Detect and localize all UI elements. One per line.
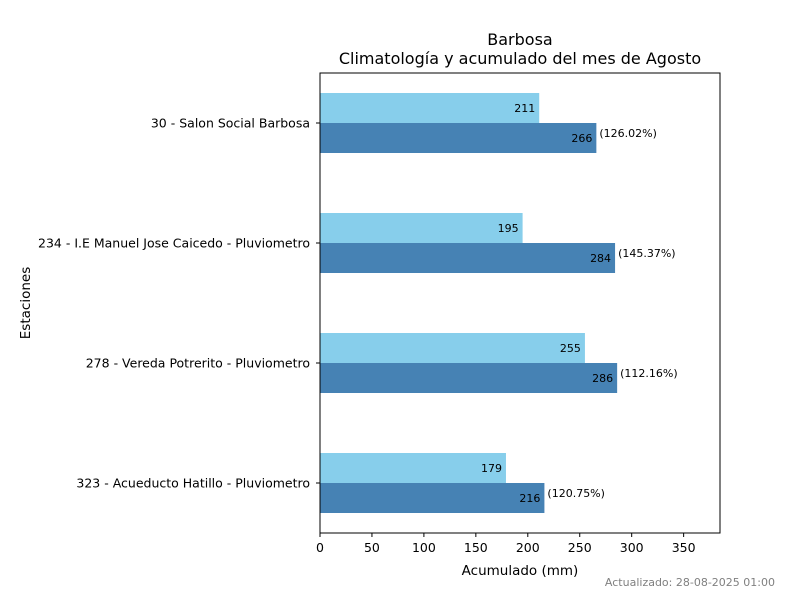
x-tick-label: 350	[672, 540, 696, 555]
x-axis-label: Acumulado (mm)	[462, 563, 579, 579]
y-tick-label: 234 - I.E Manuel Jose Caicedo - Pluviome…	[38, 236, 310, 251]
bar-value-label: 286	[592, 372, 613, 385]
bar	[320, 123, 597, 153]
x-axis-ticks: 0 50 100 150 200 250 300 350	[316, 533, 696, 555]
bar	[320, 483, 545, 513]
bar-percent-label: (120.75%)	[547, 487, 605, 500]
bar	[320, 333, 585, 363]
bars-group: 211 266 (126.02%) 195 284 (145.37%) 255 286 (112…	[320, 93, 678, 513]
bar-value-label: 255	[560, 342, 581, 355]
y-tick-label: 278 - Vereda Potrerito - Pluviometro	[86, 356, 310, 371]
x-tick-label: 200	[516, 540, 540, 555]
y-tick-label: 30 - Salon Social Barbosa	[151, 116, 310, 131]
chart-subtitle: Climatología y acumulado del mes de Agos…	[339, 49, 701, 68]
y-axis-label: Estaciones	[18, 267, 34, 339]
bar-percent-label: (112.16%)	[620, 367, 678, 380]
bar-value-label: 216	[519, 492, 540, 505]
x-tick-label: 300	[620, 540, 644, 555]
bar-value-label: 211	[514, 102, 535, 115]
bar	[320, 243, 616, 273]
y-tick-label: 323 - Acueducto Hatillo - Pluviometro	[76, 476, 310, 491]
bar-value-label: 179	[481, 462, 502, 475]
x-tick-label: 0	[316, 540, 324, 555]
x-tick-label: 50	[364, 540, 380, 555]
bar-value-label: 195	[498, 222, 519, 235]
x-tick-label: 250	[568, 540, 592, 555]
bar	[320, 363, 618, 393]
bar-value-label: 266	[571, 132, 592, 145]
bar	[320, 453, 506, 483]
x-tick-label: 150	[464, 540, 488, 555]
bar	[320, 213, 523, 243]
x-tick-label: 100	[412, 540, 436, 555]
bar-value-label: 284	[590, 252, 611, 265]
bar-percent-label: (145.37%)	[618, 247, 676, 260]
y-axis-categories: 30 - Salon Social Barbosa 234 - I.E Manue…	[38, 116, 320, 491]
updated-timestamp: Actualizado: 28-08-2025 01:00	[605, 576, 775, 589]
bar	[320, 93, 540, 123]
chart-title: Barbosa	[487, 30, 552, 49]
plot-frame	[319, 72, 721, 534]
bar-percent-label: (126.02%)	[599, 127, 657, 140]
